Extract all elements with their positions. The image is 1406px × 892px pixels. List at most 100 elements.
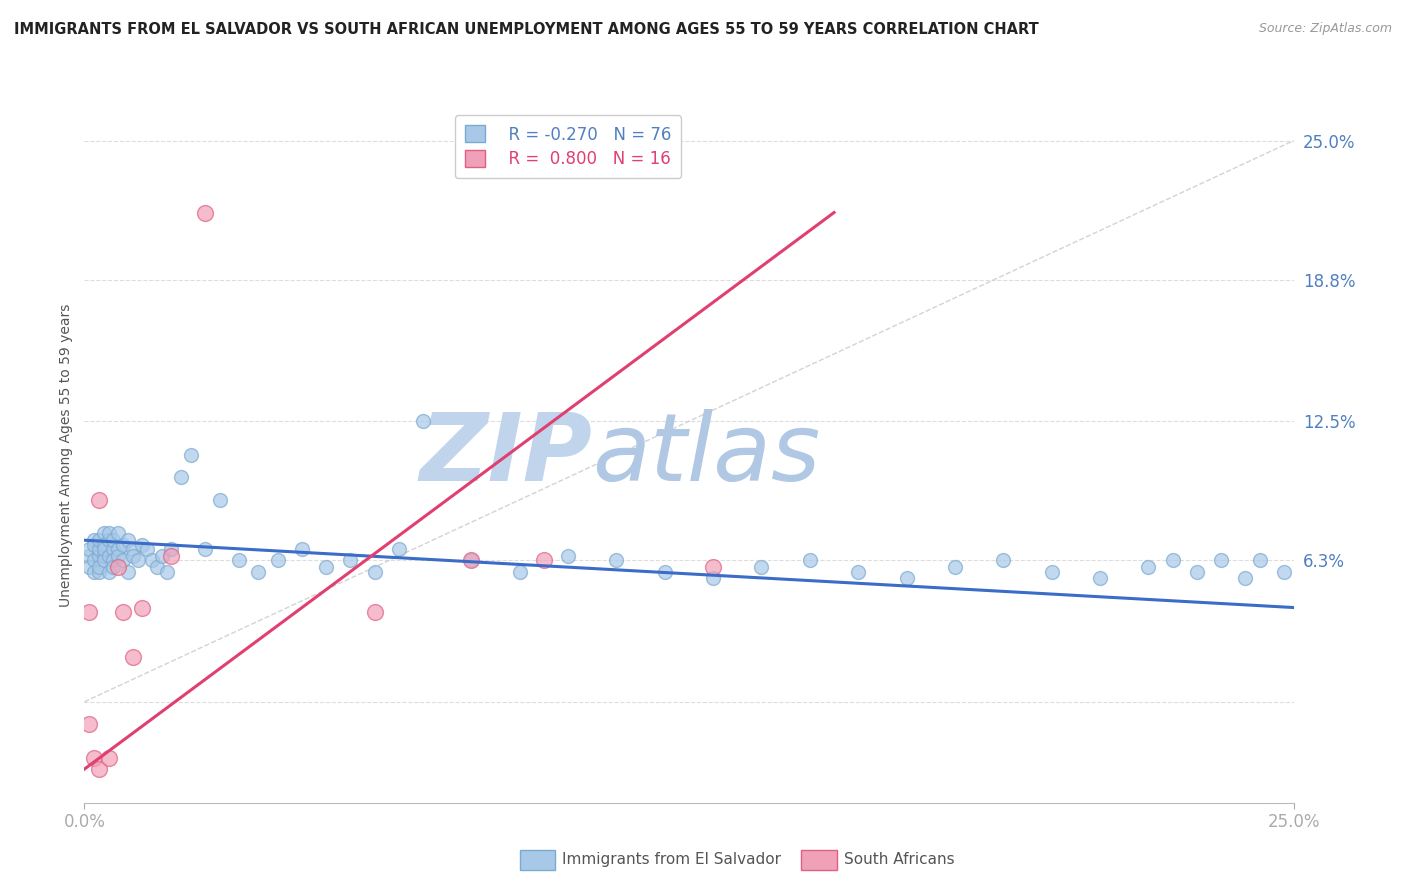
Point bbox=[180, 448, 202, 462]
Point bbox=[557, 549, 579, 563]
Point bbox=[77, 560, 100, 574]
Point bbox=[117, 533, 139, 548]
Point bbox=[412, 414, 434, 428]
Point bbox=[131, 538, 153, 552]
Point bbox=[363, 605, 385, 619]
Point bbox=[112, 605, 135, 619]
Point bbox=[97, 549, 120, 563]
Point bbox=[107, 560, 129, 574]
Point bbox=[103, 553, 125, 567]
Point bbox=[605, 553, 627, 567]
Point bbox=[103, 560, 125, 574]
Text: ZIP: ZIP bbox=[419, 409, 592, 501]
Y-axis label: Unemployment Among Ages 55 to 59 years: Unemployment Among Ages 55 to 59 years bbox=[59, 303, 73, 607]
Point bbox=[1137, 560, 1160, 574]
Point bbox=[97, 565, 120, 579]
Point bbox=[1040, 565, 1063, 579]
Point bbox=[170, 470, 193, 484]
Point bbox=[131, 600, 153, 615]
Text: IMMIGRANTS FROM EL SALVADOR VS SOUTH AFRICAN UNEMPLOYMENT AMONG AGES 55 TO 59 YE: IMMIGRANTS FROM EL SALVADOR VS SOUTH AFR… bbox=[14, 22, 1039, 37]
Point bbox=[702, 571, 724, 585]
Point bbox=[291, 542, 314, 557]
Point bbox=[460, 553, 482, 567]
Point bbox=[1234, 571, 1257, 585]
Point bbox=[460, 553, 482, 567]
Point bbox=[1185, 565, 1208, 579]
Point bbox=[77, 605, 100, 619]
Point bbox=[83, 533, 105, 548]
Point bbox=[339, 553, 361, 567]
Point bbox=[93, 542, 115, 557]
Point bbox=[83, 565, 105, 579]
Point bbox=[77, 717, 100, 731]
Point bbox=[97, 526, 120, 541]
Point bbox=[993, 553, 1015, 567]
Point bbox=[103, 542, 125, 557]
Point bbox=[388, 542, 411, 557]
Point bbox=[121, 542, 143, 557]
Point bbox=[228, 553, 250, 567]
Point bbox=[103, 533, 125, 548]
Text: South Africans: South Africans bbox=[844, 853, 955, 867]
Point bbox=[533, 553, 555, 567]
Point bbox=[654, 565, 676, 579]
Point bbox=[1209, 553, 1232, 567]
Point bbox=[107, 549, 129, 563]
Point bbox=[194, 205, 217, 219]
Point bbox=[846, 565, 869, 579]
Point bbox=[117, 565, 139, 579]
Point bbox=[160, 549, 183, 563]
Point bbox=[87, 565, 110, 579]
Point bbox=[87, 560, 110, 574]
Point bbox=[136, 542, 159, 557]
Point bbox=[141, 553, 163, 567]
Point bbox=[127, 553, 149, 567]
Point bbox=[1161, 553, 1184, 567]
Legend:   R = -0.270   N = 76,   R =  0.800   N = 16: R = -0.270 N = 76, R = 0.800 N = 16 bbox=[454, 115, 682, 178]
Point bbox=[87, 762, 110, 776]
Point bbox=[121, 649, 143, 664]
Point bbox=[107, 526, 129, 541]
Point bbox=[107, 542, 129, 557]
Point bbox=[799, 553, 821, 567]
Point bbox=[150, 549, 173, 563]
Text: Immigrants from El Salvador: Immigrants from El Salvador bbox=[562, 853, 782, 867]
Point bbox=[702, 560, 724, 574]
Point bbox=[112, 538, 135, 552]
Point bbox=[87, 549, 110, 563]
Point bbox=[943, 560, 966, 574]
Point bbox=[93, 538, 115, 552]
Point bbox=[121, 549, 143, 563]
Point bbox=[1088, 571, 1111, 585]
Point bbox=[77, 542, 100, 557]
Point bbox=[208, 492, 231, 507]
Point bbox=[751, 560, 773, 574]
Point bbox=[146, 560, 169, 574]
Point bbox=[194, 542, 217, 557]
Point bbox=[112, 553, 135, 567]
Point bbox=[83, 751, 105, 765]
Point bbox=[247, 565, 270, 579]
Text: atlas: atlas bbox=[592, 409, 821, 500]
Point bbox=[363, 565, 385, 579]
Point bbox=[77, 549, 100, 563]
Point bbox=[97, 751, 120, 765]
Point bbox=[267, 553, 290, 567]
Point bbox=[87, 533, 110, 548]
Point bbox=[83, 538, 105, 552]
Point bbox=[93, 526, 115, 541]
Point bbox=[87, 542, 110, 557]
Point bbox=[1249, 553, 1271, 567]
Point bbox=[160, 542, 183, 557]
Point bbox=[896, 571, 918, 585]
Point bbox=[87, 492, 110, 507]
Point bbox=[83, 553, 105, 567]
Point bbox=[1272, 565, 1295, 579]
Point bbox=[509, 565, 531, 579]
Point bbox=[155, 565, 177, 579]
Point bbox=[315, 560, 337, 574]
Point bbox=[93, 553, 115, 567]
Point bbox=[93, 549, 115, 563]
Point bbox=[97, 533, 120, 548]
Text: Source: ZipAtlas.com: Source: ZipAtlas.com bbox=[1258, 22, 1392, 36]
